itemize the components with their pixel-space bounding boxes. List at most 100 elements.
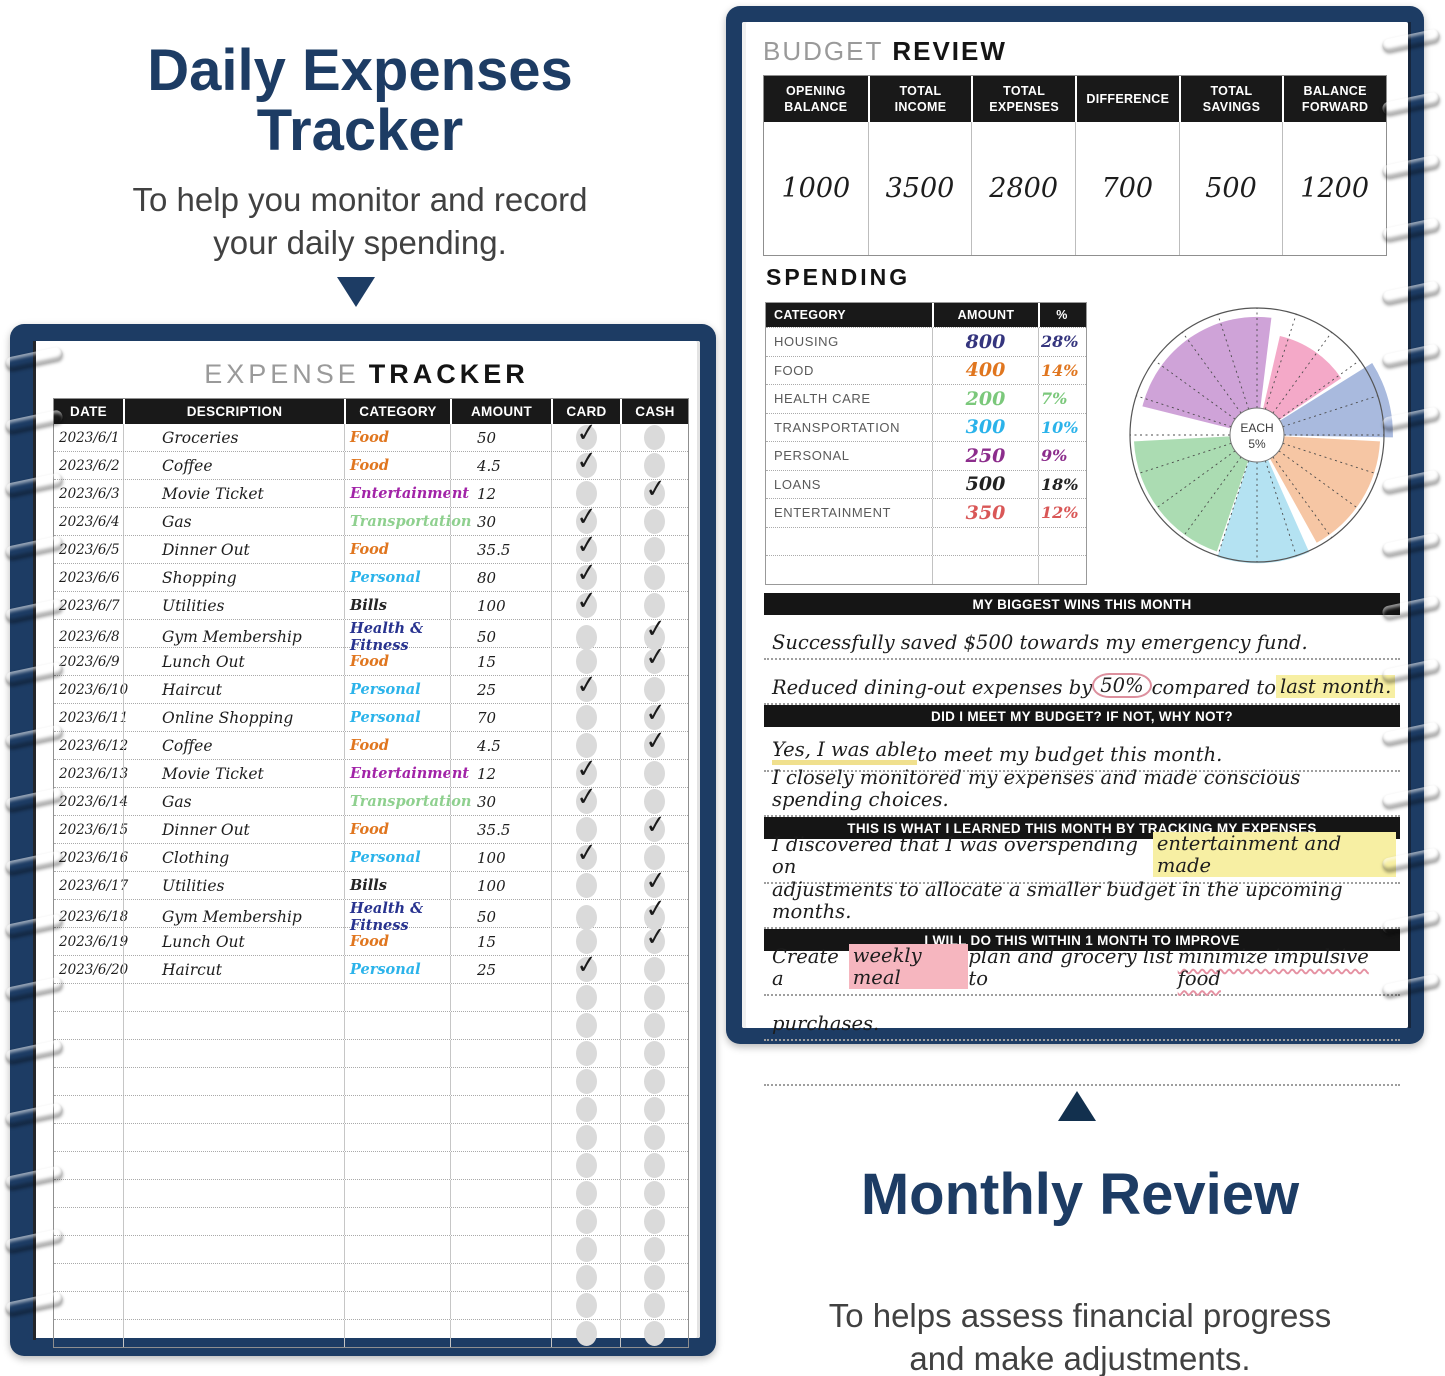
expense-cell-date	[54, 1264, 123, 1291]
monthly-review-title: Monthly Review	[860, 1161, 1300, 1227]
expense-cell-desc: Clothing	[123, 844, 344, 871]
section-line: Successfully saved $500 towards my emerg…	[764, 615, 1400, 660]
cash-oval	[644, 873, 665, 898]
expense-cell-card	[551, 1152, 620, 1179]
expense-cell-date	[54, 984, 123, 1011]
spending-cell-percent: 10%	[1038, 413, 1084, 441]
expense-cell-cat	[344, 1012, 450, 1039]
expense-cell-desc: Dinner Out	[123, 816, 344, 843]
expense-cell-card	[551, 648, 620, 675]
budget-values-row: 1000 3500 2800 700 500 1200	[764, 122, 1386, 255]
expense-cell-date	[54, 1096, 123, 1123]
check-mark: ✓	[574, 836, 599, 869]
expense-cell-amt	[450, 1040, 551, 1067]
tracker-word: TRACKER	[368, 359, 529, 389]
cash-oval	[644, 453, 665, 478]
expense-cell-amt: 50	[450, 900, 551, 934]
check-mark: ✓	[643, 724, 668, 757]
spending-cell-amount	[932, 556, 1038, 584]
expense-cell-card	[551, 1320, 620, 1347]
handwritten-text: purchases.	[772, 1011, 880, 1035]
spending-row: TRANSPORTATION 300 10%	[766, 412, 1086, 441]
expense-cell-card	[551, 480, 620, 507]
pie-grid-line	[1136, 395, 1232, 428]
expense-cell-cat: Food	[344, 928, 450, 955]
expense-cell-cat	[344, 1264, 450, 1291]
expense-table: DATE DESCRIPTION CATEGORY AMOUNT CARD CASH 202…	[53, 398, 689, 1348]
column-header: %	[1038, 303, 1084, 327]
annotated-text: last month.	[1276, 674, 1396, 698]
cash-oval	[644, 537, 665, 562]
expense-cell-date: 2023/6/4	[59, 513, 120, 530]
column-header: TOTAL SAVINGS	[1178, 76, 1283, 122]
expense-cell-date	[54, 1068, 123, 1095]
annotated-text: minimize impulsive food	[1177, 945, 1369, 990]
pie-center-hub	[1229, 407, 1285, 463]
expense-cell-cash	[620, 1152, 688, 1179]
card-oval	[575, 985, 597, 1010]
expense-row	[54, 1011, 688, 1039]
card-oval	[575, 1069, 597, 1094]
expense-cell-card: ✓	[551, 501, 620, 535]
expense-cell-cat: Transportation	[344, 788, 471, 815]
pie-grid-line	[1282, 442, 1378, 475]
card-oval	[575, 1125, 597, 1150]
expense-cell-card	[551, 1208, 620, 1235]
expense-cell-cash	[620, 760, 688, 787]
expense-cell-date: 2023/6/7	[59, 597, 120, 614]
cash-oval	[644, 904, 665, 930]
column-header: TOTAL INCOME	[867, 76, 972, 122]
expense-row: 2023/6/9 Lunch Out Food 15 ✓	[54, 641, 688, 675]
expense-cell-date	[54, 1012, 123, 1039]
check-mark: ✓	[574, 444, 599, 477]
expense-cell-card	[551, 1292, 620, 1319]
column-header: CATEGORY	[774, 308, 846, 322]
spending-cell-amount: 400	[932, 356, 1038, 384]
spending-cell-category: TRANSPORTATION	[774, 419, 901, 435]
expense-cell-desc: Dinner Out	[123, 536, 344, 563]
expense-cell-cat: Personal	[344, 564, 450, 591]
expense-cell-desc: Shopping	[123, 564, 344, 591]
expense-cell-date: 2023/6/8	[59, 629, 120, 645]
check-mark: ✓	[574, 948, 599, 981]
expense-cell-cat	[344, 1208, 450, 1235]
expense-cell-amt: 4.5	[450, 452, 551, 479]
expense-row: 2023/6/3 Movie Ticket Entertainment 12 ✓	[54, 473, 688, 507]
spending-row: HEALTH CARE 200 7%	[766, 384, 1086, 413]
cash-oval	[644, 1041, 665, 1066]
expense-row	[54, 1151, 688, 1179]
cash-oval	[644, 985, 665, 1010]
spending-pie-chart: EACH 5%	[1120, 298, 1394, 572]
handwritten-text: compared to	[1151, 675, 1276, 699]
arrow-up-icon	[1058, 1091, 1096, 1121]
right-binding-spine	[1408, 22, 1411, 1028]
spending-cell-percent: 9%	[1038, 442, 1084, 470]
column-header: TOTAL EXPENSES	[971, 76, 1075, 122]
spending-cell-percent: 12%	[1038, 499, 1084, 527]
cash-oval	[644, 509, 665, 534]
expense-cell-card	[551, 984, 620, 1011]
expense-cell-card	[551, 1012, 620, 1039]
cash-oval	[644, 1069, 665, 1094]
pie-outer-circle	[1129, 307, 1385, 563]
column-header: DATE	[70, 404, 107, 419]
expense-cell-desc: Movie Ticket	[123, 760, 344, 787]
card-oval	[575, 845, 597, 870]
expense-cell-desc: Groceries	[123, 424, 344, 451]
expense-word: EXPENSE	[204, 359, 360, 389]
expense-cell-desc: Gas	[123, 788, 344, 815]
expense-cell-date: 2023/6/13	[59, 765, 129, 782]
check-mark: ✓	[574, 752, 599, 785]
expense-cell-cat	[344, 984, 450, 1011]
spending-cell-category	[766, 556, 932, 584]
expense-cell-amt: 15	[450, 928, 551, 955]
expense-cell-cash	[620, 508, 688, 535]
expense-cell-date: 2023/6/6	[59, 569, 120, 586]
expense-cell-amt: 30	[450, 788, 551, 815]
expense-cell-desc	[123, 1068, 344, 1095]
expense-cell-cash: ✓	[620, 921, 688, 955]
expense-cell-date: 2023/6/16	[59, 849, 129, 866]
expense-cell-amt	[450, 1208, 551, 1235]
pie-grid-line	[1217, 314, 1250, 410]
card-oval	[575, 1153, 597, 1178]
